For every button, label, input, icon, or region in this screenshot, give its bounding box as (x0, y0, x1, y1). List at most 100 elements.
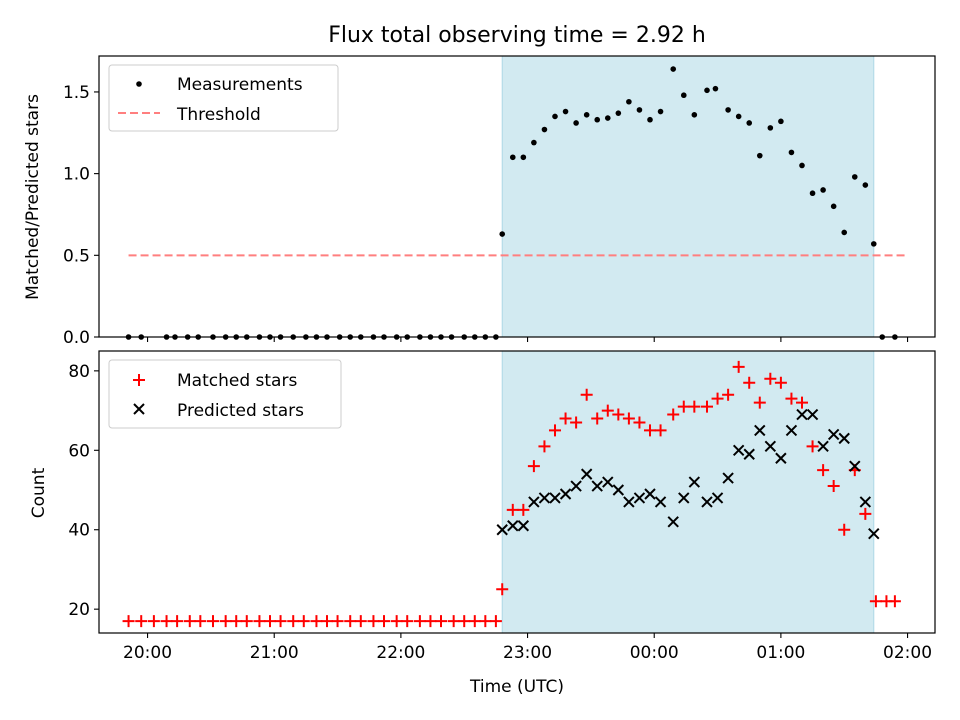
ratio-x-ticks (147, 337, 909, 342)
measurement-point (820, 187, 826, 193)
measurement-point (626, 98, 632, 105)
predicted-star-point (644, 488, 656, 500)
measurement-point (583, 112, 590, 118)
measurement-point (615, 110, 622, 116)
matched-star-point (479, 615, 492, 628)
measurement-point (531, 139, 537, 146)
measurement-point (809, 190, 816, 197)
matched-star-point (869, 595, 882, 608)
count-x-ticks: 20:00 21:00 22:00 23:00 00:00 01:00 02:00 (123, 633, 932, 663)
matched-star-point (667, 408, 680, 421)
matched-star-point (435, 615, 447, 628)
legend-matched-marker (133, 374, 145, 386)
predicted-star-point (838, 432, 850, 445)
matched-star-point (458, 615, 471, 628)
matched-star-point (859, 507, 872, 520)
matched-star-point (688, 400, 701, 413)
predicted-star-point (817, 440, 829, 453)
measurement-point (520, 154, 527, 161)
x-tick-label: 00:00 (630, 643, 679, 663)
count-y-axis-label: Count (29, 467, 49, 518)
matched-star-point (230, 615, 243, 628)
predicted-star-point (775, 452, 787, 464)
measurement-point (788, 149, 795, 156)
y-tick-label: 60 (68, 441, 90, 461)
measurement-point (509, 154, 516, 161)
y-tick-label: 0.5 (63, 246, 90, 266)
matched-star-point (774, 376, 787, 389)
legend-threshold-label: Threshold (176, 105, 261, 125)
matched-star-point (264, 615, 276, 628)
matched-stars-points (122, 360, 901, 628)
matched-star-point (378, 615, 390, 628)
matched-star-point (753, 396, 766, 409)
observing-span (501, 350, 875, 634)
y-tick-label: 80 (68, 362, 90, 382)
predicted-star-point (549, 492, 561, 504)
matched-star-point (219, 615, 232, 628)
y-tick-label: 0.0 (63, 328, 90, 348)
predicted-star-point (591, 480, 603, 492)
matched-star-point (701, 400, 713, 413)
matched-star-point (580, 388, 593, 401)
measurement-point (657, 108, 664, 115)
predicted-star-point (678, 492, 690, 504)
predicted-star-point (654, 496, 667, 508)
matched-star-point (764, 372, 777, 385)
predicted-star-point (496, 524, 508, 536)
predicted-star-point (507, 520, 519, 532)
x-axis-label: Time (UTC) (469, 677, 564, 697)
x-tick-label: 23:00 (503, 643, 552, 663)
matched-star-point (344, 615, 357, 628)
predicted-star-point (785, 424, 798, 437)
x-tick-label: 21:00 (250, 643, 299, 663)
legend-measurements-label: Measurements (177, 75, 303, 95)
predicted-star-point (612, 484, 625, 496)
predicted-star-point (743, 448, 755, 460)
predicted-star-point (764, 440, 777, 453)
predicted-star-point (701, 496, 713, 508)
measurement-point (830, 203, 837, 210)
measurement-point (604, 115, 611, 121)
measurement-point (573, 120, 579, 126)
measurement-point (712, 85, 719, 92)
matched-star-point (207, 615, 219, 628)
predicted-star-point (722, 472, 734, 484)
measurement-point (735, 113, 742, 120)
measurement-point (746, 120, 753, 126)
matched-star-point (321, 615, 333, 628)
count-panel: 20 40 60 80 20:00 21:00 22:00 23:00 00:00 01:00 0… (29, 350, 936, 697)
measurement-point (647, 116, 653, 123)
predicted-star-point (559, 488, 572, 500)
measurement-point (670, 66, 677, 72)
predicted-star-point (570, 480, 582, 492)
predicted-star-point (633, 492, 646, 504)
y-tick-label: 20 (68, 600, 90, 620)
ratio-y-axis-label: Matched/Predicted stars (23, 94, 43, 300)
predicted-star-point (868, 527, 880, 540)
matched-star-point (591, 412, 604, 425)
matched-star-point (287, 615, 300, 628)
matched-star-point (888, 595, 901, 608)
measurement-point (851, 174, 858, 180)
matched-star-point (160, 615, 173, 628)
matched-star-point (135, 615, 148, 628)
measurement-point (778, 118, 784, 125)
x-tick-label: 20:00 (123, 643, 172, 663)
predicted-star-point (849, 460, 861, 472)
matched-star-point (367, 615, 380, 628)
matched-star-point (310, 615, 323, 628)
matched-star-point (331, 615, 344, 628)
matched-star-point (743, 376, 756, 389)
ratio-y-ticks: 0.0 0.5 1.0 1.5 (63, 83, 99, 348)
matched-star-point (506, 503, 519, 516)
matched-star-point (538, 440, 551, 453)
measurement-point (636, 107, 643, 113)
matched-star-point (240, 615, 253, 628)
x-tick-label: 01:00 (756, 643, 805, 663)
measurement-point (862, 182, 869, 188)
predicted-star-point (796, 408, 808, 421)
matched-star-point (677, 400, 690, 413)
matched-star-point (796, 396, 808, 409)
matched-star-point (570, 416, 583, 429)
